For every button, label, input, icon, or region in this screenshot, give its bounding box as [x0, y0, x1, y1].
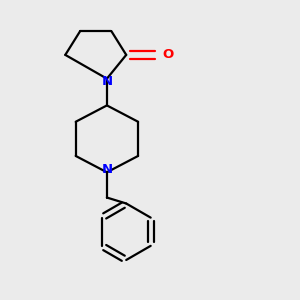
Text: N: N [101, 163, 112, 176]
Text: N: N [101, 75, 112, 88]
Text: O: O [162, 48, 173, 61]
